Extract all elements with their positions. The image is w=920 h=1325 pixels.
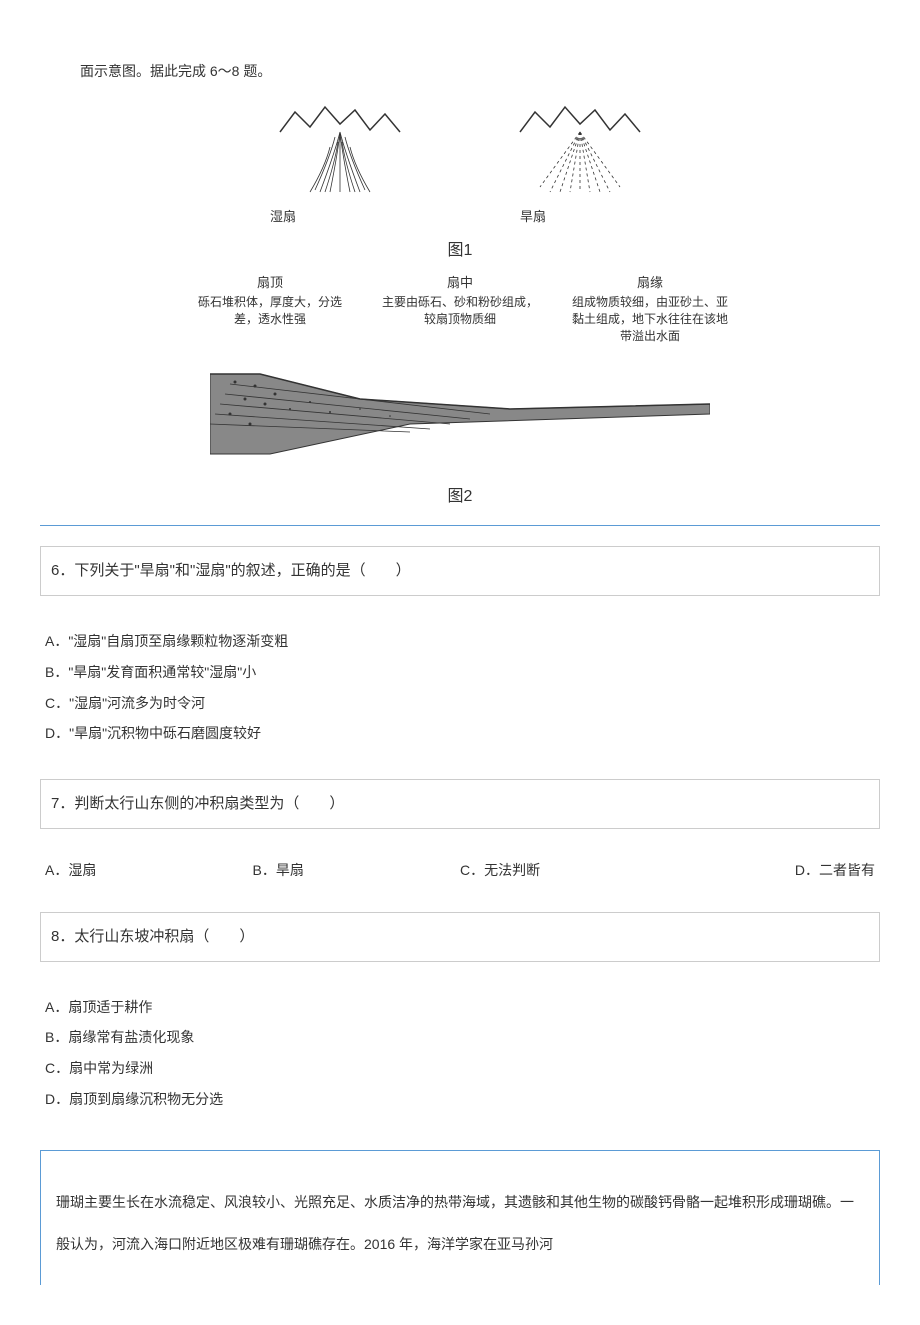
q7-option-b[interactable]: B．旱扇 [253,859,461,881]
q7-options: A．湿扇 B．旱扇 C．无法判断 D．二者皆有 [40,844,880,896]
fig2-label: 图2 [190,484,730,510]
dry-fan-label: 旱扇 [490,207,670,228]
section-mid-desc: 主要由砾石、砂和粉砂组成，较扇顶物质细 [380,294,540,328]
wet-fan-label: 湿扇 [250,207,430,228]
section-mid-title: 扇中 [380,274,540,292]
q7-option-d[interactable]: D．二者皆有 [668,859,876,881]
q6-option-b[interactable]: B．"旱扇"发育面积通常较"湿扇"小 [45,657,880,688]
q8-stem: 8．太行山东坡冲积扇（ ） [40,912,880,962]
q7-option-a[interactable]: A．湿扇 [45,859,253,881]
wet-fan-svg [260,102,420,202]
q6-options: A．"湿扇"自扇顶至扇缘颗粒物逐渐变粗 B．"旱扇"发育面积通常较"湿扇"小 C… [40,611,880,764]
dry-fan: 旱扇 [490,102,670,228]
coral-passage: 珊瑚主要生长在水流稳定、风浪较小、光照充足、水质洁净的热带海域，其遗骸和其他生物… [40,1150,880,1285]
section-top-desc: 砾石堆积体，厚度大，分选差，透水性强 [190,294,350,328]
section-labels-row: 扇顶 砾石堆积体，厚度大，分选差，透水性强 扇中 主要由砾石、砂和粉砂组成，较扇… [190,274,730,345]
diagram-fig1-fig2: 湿扇 [40,102,880,526]
wet-fan: 湿扇 [250,102,430,228]
q8-option-a[interactable]: A．扇顶适于耕作 [45,992,880,1023]
section-top-title: 扇顶 [190,274,350,292]
q6-option-d[interactable]: D．"旱扇"沉积物中砾石磨圆度较好 [45,718,880,749]
section-top: 扇顶 砾石堆积体，厚度大，分选差，透水性强 [190,274,350,345]
q8-option-c[interactable]: C．扇中常为绿洲 [45,1053,880,1084]
section-mid: 扇中 主要由砾石、砂和粉砂组成，较扇顶物质细 [380,274,540,345]
section-edge-title: 扇缘 [570,274,730,292]
fan-row: 湿扇 [190,102,730,228]
section-edge-desc: 组成物质较细，由亚砂土、亚黏土组成，地下水往往在该地带溢出水面 [570,294,730,344]
q7-stem: 7．判断太行山东侧的冲积扇类型为（ ） [40,779,880,829]
q8-option-b[interactable]: B．扇缘常有盐渍化现象 [45,1022,880,1053]
fig1-label: 图1 [190,238,730,264]
section-edge: 扇缘 组成物质较细，由亚砂土、亚黏土组成，地下水往往在该地带溢出水面 [570,274,730,345]
q7-option-c[interactable]: C．无法判断 [460,859,668,881]
q6-option-c[interactable]: C．"湿扇"河流多为时令河 [45,688,880,719]
q8-options: A．扇顶适于耕作 B．扇缘常有盐渍化现象 C．扇中常为绿洲 D．扇顶到扇缘沉积物… [40,977,880,1130]
q8-option-d[interactable]: D．扇顶到扇缘沉积物无分选 [45,1084,880,1115]
q6-stem: 6．下列关于"旱扇"和"湿扇"的叙述，正确的是（ ） [40,546,880,596]
q6-option-a[interactable]: A．"湿扇"自扇顶至扇缘颗粒物逐渐变粗 [45,626,880,657]
dry-fan-svg [500,102,660,202]
cross-section-diagram [210,354,710,474]
intro-text: 面示意图。据此完成 6～8 题。 [40,60,880,82]
